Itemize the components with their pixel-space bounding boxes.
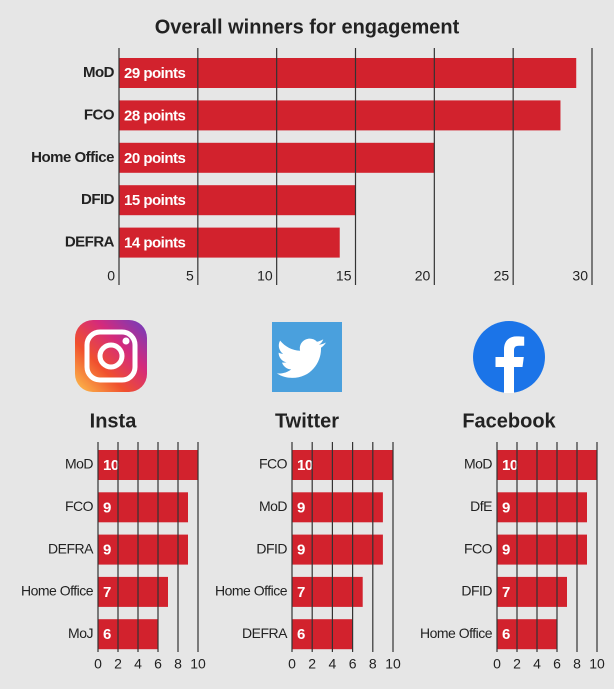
x-tick-label: 10 xyxy=(190,656,206,672)
x-tick-label: 4 xyxy=(533,656,541,672)
x-tick-label: 6 xyxy=(349,656,357,672)
bar xyxy=(119,58,577,88)
value-label: 9 xyxy=(502,542,510,559)
x-tick-label: 2 xyxy=(114,656,122,672)
bar xyxy=(497,492,587,523)
category-label: DfE xyxy=(470,498,492,514)
x-tick-label: 30 xyxy=(572,268,588,284)
x-tick-label: 10 xyxy=(257,268,273,284)
value-label: 9 xyxy=(297,499,305,516)
category-label: FCO xyxy=(464,540,493,556)
bar xyxy=(119,227,340,258)
category-label: DFID xyxy=(81,191,115,208)
x-tick-label: 0 xyxy=(493,656,501,672)
category-label: Home Office xyxy=(215,583,288,599)
category-label: DFID xyxy=(256,540,287,556)
bar xyxy=(497,619,557,650)
instagram-icon xyxy=(75,320,147,392)
x-tick-label: 4 xyxy=(329,656,337,672)
bar xyxy=(497,576,567,607)
bar xyxy=(98,534,188,565)
category-label: FCO xyxy=(259,456,288,472)
value-label: 10 xyxy=(103,457,119,474)
value-label: 29 points xyxy=(124,65,186,82)
x-tick-label: 8 xyxy=(174,656,182,672)
category-label: FCO xyxy=(84,106,115,123)
value-label: 6 xyxy=(502,626,510,643)
value-label: 9 xyxy=(103,499,111,516)
twitter-icon xyxy=(272,322,342,392)
category-label: DEFRA xyxy=(242,625,288,641)
value-label: 7 xyxy=(297,584,305,601)
value-label: 14 points xyxy=(124,235,186,252)
category-label: Home Office xyxy=(21,583,94,599)
bar xyxy=(497,450,597,480)
x-tick-label: 15 xyxy=(336,268,352,284)
category-label: Home Office xyxy=(31,149,114,166)
bar xyxy=(98,619,158,650)
category-label: MoJ xyxy=(68,625,93,641)
x-tick-label: 0 xyxy=(107,268,115,284)
value-label: 6 xyxy=(297,626,305,643)
x-tick-label: 10 xyxy=(589,656,605,672)
bar xyxy=(292,450,393,480)
bar xyxy=(98,492,188,523)
category-label: DEFRA xyxy=(65,234,115,251)
facebook-icon xyxy=(473,321,545,394)
category-label: MoD xyxy=(65,456,93,472)
bar xyxy=(98,576,168,607)
chart-title: Insta xyxy=(90,410,138,432)
value-label: 28 points xyxy=(124,107,186,124)
bar xyxy=(292,619,353,650)
value-label: 7 xyxy=(103,584,111,601)
value-label: 6 xyxy=(103,626,111,643)
x-tick-label: 6 xyxy=(553,656,561,672)
bar xyxy=(497,534,587,565)
value-label: 9 xyxy=(103,542,111,559)
category-label: Home Office xyxy=(420,625,493,641)
category-label: MoD xyxy=(464,456,492,472)
value-label: 9 xyxy=(297,542,305,559)
chart-title: Twitter xyxy=(275,410,339,432)
bar xyxy=(292,576,363,607)
value-label: 10 xyxy=(297,457,313,474)
x-tick-label: 8 xyxy=(369,656,377,672)
category-label: DEFRA xyxy=(48,540,94,556)
bar xyxy=(98,450,198,480)
x-tick-label: 0 xyxy=(94,656,102,672)
category-label: DFID xyxy=(461,583,492,599)
x-tick-label: 2 xyxy=(308,656,316,672)
bar xyxy=(119,100,561,131)
value-label: 20 points xyxy=(124,150,186,167)
value-label: 7 xyxy=(502,584,510,601)
value-label: 10 xyxy=(502,457,518,474)
x-tick-label: 20 xyxy=(415,268,431,284)
x-tick-label: 2 xyxy=(513,656,521,672)
bar xyxy=(292,492,383,523)
value-label: 15 points xyxy=(124,192,186,209)
category-label: MoD xyxy=(83,64,115,81)
value-label: 9 xyxy=(502,499,510,516)
x-tick-label: 10 xyxy=(385,656,401,672)
x-tick-label: 8 xyxy=(573,656,581,672)
x-tick-label: 0 xyxy=(288,656,296,672)
bar xyxy=(119,185,356,216)
x-tick-label: 25 xyxy=(494,268,510,284)
x-tick-label: 6 xyxy=(154,656,162,672)
category-label: MoD xyxy=(259,498,287,514)
chart-title: Overall winners for engagement xyxy=(155,16,460,38)
chart-title: Facebook xyxy=(462,410,556,432)
x-tick-label: 4 xyxy=(134,656,142,672)
x-tick-label: 5 xyxy=(186,268,194,284)
bar xyxy=(292,534,383,565)
category-label: FCO xyxy=(65,498,94,514)
